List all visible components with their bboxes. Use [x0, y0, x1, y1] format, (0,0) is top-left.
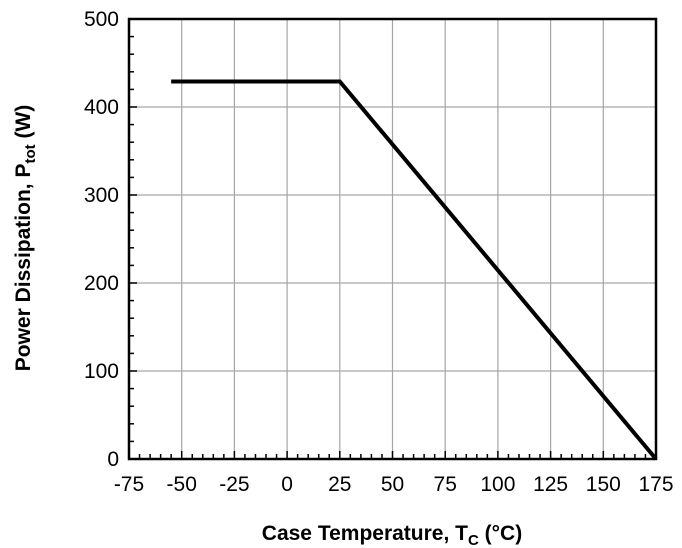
x-axis-title: Case Temperature, TC (°C) [262, 522, 522, 548]
y-tick-label: 0 [107, 448, 119, 471]
x-tick-labels: -75 -50 -25 0 25 50 75 100 125 150 175 [114, 473, 674, 496]
y-tick-label: 500 [84, 8, 119, 31]
x-tick-label: -25 [219, 473, 249, 496]
y-tick-label: 200 [84, 272, 119, 295]
plot-frame [127, 17, 658, 461]
x-tick-label: 125 [533, 473, 568, 496]
y-tick-labels: 0 100 200 300 400 500 [84, 8, 119, 471]
series [171, 79, 658, 461]
x-tick-label: 50 [381, 473, 404, 496]
x-tick-label: 25 [328, 473, 351, 496]
x-tick-label: 150 [586, 473, 621, 496]
x-tick-label: -50 [167, 473, 197, 496]
x-tick-label: 100 [480, 473, 515, 496]
series-line [171, 79, 658, 461]
y-tick-label: 300 [84, 184, 119, 207]
x-tick-label: -75 [114, 473, 144, 496]
x-tick-label: 75 [434, 473, 457, 496]
grid [129, 19, 656, 459]
x-tick-label: 175 [638, 473, 673, 496]
y-tick-label: 400 [84, 96, 119, 119]
y-tick-label: 100 [84, 360, 119, 383]
y-axis-title: Power Dissipation, Ptot (W) [12, 105, 39, 372]
x-tick-label: 0 [281, 473, 293, 496]
